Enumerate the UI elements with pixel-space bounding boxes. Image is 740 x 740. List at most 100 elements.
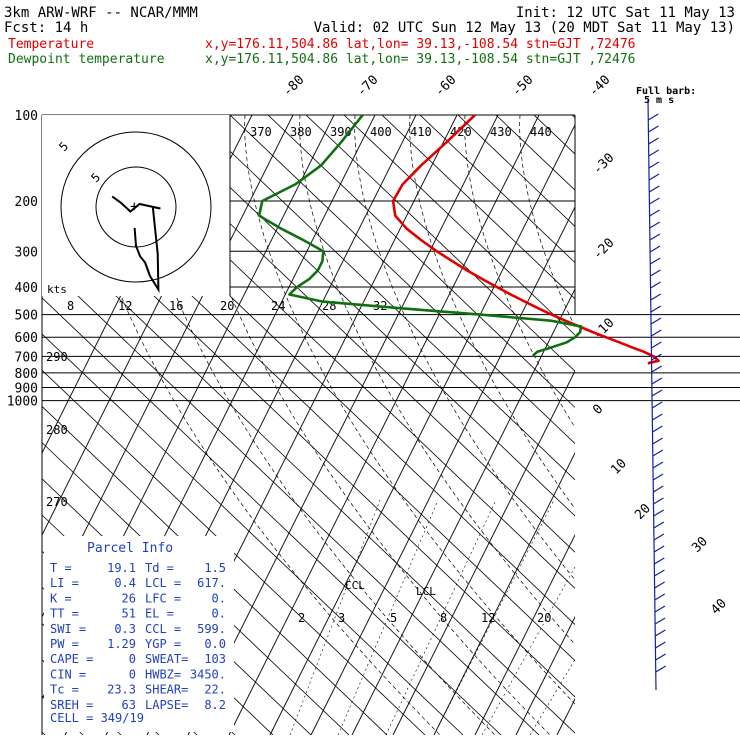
- moist-adiabat-line: [464, 115, 575, 429]
- moist-adiabat-line: [299, 115, 575, 645]
- wind-barb: [648, 185, 660, 193]
- wind-barb: [653, 521, 665, 529]
- dry-adiabat-line: [381, 115, 575, 300]
- wind-barb: [655, 653, 666, 661]
- parcel-value-left: 19.1: [107, 561, 136, 575]
- moist-adiabat-line: [189, 115, 551, 735]
- moist-adiabat-line: [354, 115, 575, 581]
- wind-barb: [650, 317, 662, 325]
- temperature-legend-info: x,y=176.11,504.86 lat,lon= 39.13,-108.54…: [205, 37, 635, 52]
- wind-barb: [648, 125, 659, 133]
- hodograph-speed-label: 24: [271, 299, 285, 313]
- mixing-ratio-label: 12: [481, 611, 495, 625]
- pressure-tick-label: 900: [15, 382, 38, 397]
- model-title: 3km ARW-WRF -- NCAR/MMM: [4, 5, 198, 21]
- wind-barb: [653, 533, 665, 541]
- valid-time: Valid: 02 UTC Sun 12 May 13 (20 MDT Sat …: [314, 20, 735, 36]
- dry-adiabat-line: [42, 369, 426, 735]
- wind-barb: [654, 569, 665, 577]
- theta-side-label: 270: [46, 495, 68, 509]
- isotherm-line: [310, 205, 575, 735]
- pressure-tick-label: 300: [15, 245, 38, 260]
- temperature-profile: [391, 114, 660, 365]
- mixing-ratio-line: [529, 658, 575, 735]
- dry-adiabat-line: [495, 115, 575, 191]
- parcel-key-right: HWBZ=: [145, 667, 181, 681]
- dry-adiabat-line: [229, 115, 575, 445]
- hodograph-box: [42, 115, 230, 296]
- isotherm-label: 0: [590, 402, 606, 418]
- hodograph-speed-label: 20: [220, 299, 234, 313]
- wind-barb: [651, 341, 662, 349]
- parcel-value-right: 22.: [204, 683, 226, 697]
- dry-adiabat-line: [457, 115, 575, 227]
- theta-label: 420: [450, 125, 472, 139]
- parcel-value-right: 3450.: [190, 667, 226, 681]
- parcel-cell: CELL = 349/19: [50, 711, 144, 725]
- parcel-key-right: Td =: [145, 561, 174, 575]
- mixing-ratio-label: 2: [298, 611, 305, 625]
- wind-barb: [648, 137, 659, 145]
- dewpoint-legend-label: Dewpoint temperature: [8, 52, 165, 67]
- isotherm-line: [598, 115, 740, 735]
- mixing-ratio-label: 8: [440, 611, 447, 625]
- parcel-value-right: 8.2: [204, 698, 226, 712]
- wind-barb: [655, 665, 667, 673]
- parcel-key-left: Tc =: [50, 683, 79, 697]
- parcel-key-right: LCL =: [145, 576, 181, 590]
- parcel-key-left: CIN =: [50, 667, 86, 681]
- dry-adiabat-line: [191, 115, 575, 481]
- isotherm-line: [515, 615, 575, 735]
- parcel-value-left: 0.4: [114, 576, 136, 590]
- parcel-key-right: YGP =: [145, 637, 181, 651]
- hodograph-center-marker: +: [130, 199, 138, 215]
- dry-adiabat-line: [42, 261, 540, 735]
- dry-adiabat-line: [724, 115, 740, 735]
- hodograph-trace: [111, 195, 161, 294]
- moist-adiabat-line: [79, 115, 441, 735]
- isotherm-label: 20: [632, 501, 654, 523]
- wind-barb: [649, 245, 661, 253]
- parcel-value-left: 0.3: [114, 622, 136, 636]
- dry-adiabat-line: [419, 115, 575, 264]
- hodograph-kts-label: kts: [47, 283, 67, 296]
- isotherm-label: -60: [432, 73, 459, 100]
- pressure-tick-label: 800: [15, 367, 38, 382]
- pressure-tick-label: 1000: [7, 395, 38, 410]
- dry-adiabat-line: [648, 115, 740, 735]
- wind-barb: [648, 173, 660, 181]
- isotherm-label: -70: [354, 73, 381, 100]
- moist-adiabat-line: [519, 115, 575, 328]
- isotherm-line: [228, 115, 540, 735]
- parcel-info-row: Tc = 23.3 SHEAR= 22.: [50, 683, 226, 697]
- wind-barb: [653, 545, 665, 553]
- theta-label: 410: [410, 125, 432, 139]
- moist-adiabat-line: [409, 115, 575, 510]
- dry-adiabat-line: [42, 297, 502, 735]
- parcel-value-left: 0: [129, 667, 136, 681]
- dry-adiabat-line: [267, 115, 575, 408]
- wind-barb: [650, 293, 662, 301]
- pressure-tick-label: 200: [15, 195, 38, 210]
- parcel-value-right: 1.5: [204, 561, 226, 575]
- dewpoint-legend-info: x,y=176.11,504.86 lat,lon= 39.13,-108.54…: [205, 52, 635, 67]
- ccl-label: CCL: [345, 579, 365, 592]
- wind-barb: [651, 401, 663, 409]
- parcel-key-left: LI =: [50, 576, 79, 590]
- wind-barb: [648, 149, 660, 157]
- parcel-info-row: TT = 51 EL = 0.: [50, 607, 226, 621]
- wind-barb: [651, 389, 663, 397]
- init-time: Init: 12 UTC Sat 11 May 13: [516, 5, 735, 21]
- parcel-key-left: T =: [50, 561, 72, 575]
- lcl-label: LCL: [416, 585, 436, 598]
- isotherm-line: [639, 115, 740, 735]
- temperature-legend-label: Temperature: [8, 37, 94, 52]
- isotherm-line: [433, 451, 575, 735]
- theta-label: 370: [250, 125, 272, 139]
- theta-side-label: 280: [46, 423, 68, 437]
- parcel-value-left: 63: [122, 698, 136, 712]
- skewt-marks: [257, 99, 667, 691]
- wind-staff: [647, 99, 657, 691]
- hodograph-speed-label: 12: [118, 299, 132, 313]
